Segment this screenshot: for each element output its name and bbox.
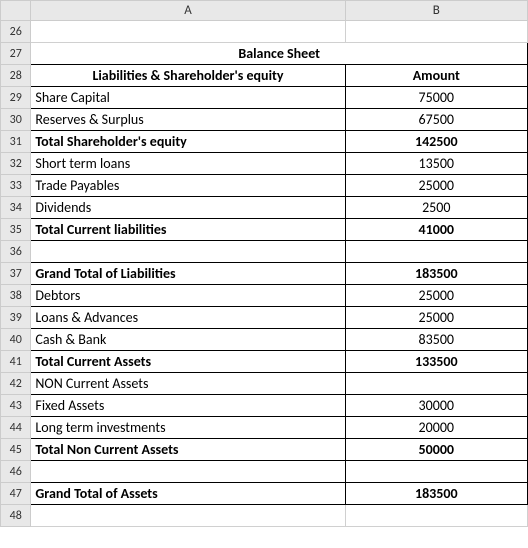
table-row: 41Total Current Assets133500 — [1, 351, 528, 373]
rownum[interactable]: 45 — [1, 439, 31, 461]
cell-label[interactable] — [31, 461, 345, 483]
row-28-header: 28 Liabilities & Shareholder's equity Am… — [1, 65, 528, 87]
cell-value[interactable]: 83500 — [345, 329, 527, 351]
cell-value[interactable]: 25000 — [345, 307, 527, 329]
cell-label[interactable]: Dividends — [31, 197, 345, 219]
table-row: 30Reserves & Surplus67500 — [1, 109, 528, 131]
rownum[interactable]: 27 — [1, 43, 31, 65]
cell-value[interactable]: 20000 — [345, 417, 527, 439]
cell-label[interactable]: Share Capital — [31, 87, 345, 109]
rownum[interactable]: 37 — [1, 263, 31, 285]
rownum[interactable]: 42 — [1, 373, 31, 395]
rownum[interactable]: 47 — [1, 483, 31, 505]
cell-label[interactable]: NON Current Assets — [31, 373, 345, 395]
cell-label[interactable]: Total Shareholder's equity — [31, 131, 345, 153]
cell-label[interactable]: Total Non Current Assets — [31, 439, 345, 461]
row-47-footer: 47 Grand Total of Assets 183500 — [1, 483, 528, 505]
balance-sheet-title[interactable]: Balance Sheet — [31, 43, 528, 65]
cell-value[interactable]: 13500 — [345, 153, 527, 175]
cell-a48[interactable] — [31, 505, 345, 527]
cell-label[interactable]: Grand Total of Liabilities — [31, 263, 345, 285]
cell-a26[interactable] — [31, 21, 345, 43]
cell-label[interactable]: Total Current Assets — [31, 351, 345, 373]
header-amount[interactable]: Amount — [345, 65, 527, 87]
rownum[interactable]: 31 — [1, 131, 31, 153]
footer-value[interactable]: 183500 — [345, 483, 527, 505]
table-row: 40Cash & Bank83500 — [1, 329, 528, 351]
cell-value[interactable]: 133500 — [345, 351, 527, 373]
table-row: 46 — [1, 461, 528, 483]
cell-value[interactable] — [345, 241, 527, 263]
row-48: 48 — [1, 505, 528, 527]
cell-b48[interactable] — [345, 505, 527, 527]
rownum[interactable]: 48 — [1, 505, 31, 527]
cell-value[interactable]: 75000 — [345, 87, 527, 109]
cell-value[interactable]: 25000 — [345, 175, 527, 197]
col-header-b[interactable]: B — [345, 1, 527, 21]
cell-label[interactable]: Trade Payables — [31, 175, 345, 197]
rownum[interactable]: 38 — [1, 285, 31, 307]
table-row: 43Fixed Assets30000 — [1, 395, 528, 417]
rownum[interactable]: 41 — [1, 351, 31, 373]
table-row: 34Dividends2500 — [1, 197, 528, 219]
table-row: 42NON Current Assets — [1, 373, 528, 395]
spreadsheet: A B 26 27 Balance Sheet 28 Liabilities &… — [0, 0, 528, 527]
row-26: 26 — [1, 21, 528, 43]
cell-label[interactable]: Reserves & Surplus — [31, 109, 345, 131]
cell-label[interactable]: Long term investments — [31, 417, 345, 439]
cell-value[interactable]: 142500 — [345, 131, 527, 153]
rownum[interactable]: 33 — [1, 175, 31, 197]
cell-value[interactable]: 30000 — [345, 395, 527, 417]
cell-value[interactable] — [345, 373, 527, 395]
cell-value[interactable]: 2500 — [345, 197, 527, 219]
column-header-row: A B — [1, 1, 528, 21]
table-row: 36 — [1, 241, 528, 263]
cell-value[interactable]: 67500 — [345, 109, 527, 131]
cell-label[interactable]: Debtors — [31, 285, 345, 307]
rownum[interactable]: 39 — [1, 307, 31, 329]
table-row: 37Grand Total of Liabilities183500 — [1, 263, 528, 285]
rownum[interactable]: 40 — [1, 329, 31, 351]
row-27-title: 27 Balance Sheet — [1, 43, 528, 65]
table-row: 39Loans & Advances25000 — [1, 307, 528, 329]
table-row: 44Long term investments20000 — [1, 417, 528, 439]
cell-label[interactable]: Loans & Advances — [31, 307, 345, 329]
table-row: 32Short term loans13500 — [1, 153, 528, 175]
table-row: 38Debtors25000 — [1, 285, 528, 307]
cell-value[interactable] — [345, 461, 527, 483]
rownum[interactable]: 43 — [1, 395, 31, 417]
rownum[interactable]: 34 — [1, 197, 31, 219]
cell-label[interactable]: Total Current liabilities — [31, 219, 345, 241]
header-label[interactable]: Liabilities & Shareholder's equity — [31, 65, 345, 87]
rownum[interactable]: 32 — [1, 153, 31, 175]
rownum[interactable]: 35 — [1, 219, 31, 241]
rownum[interactable]: 29 — [1, 87, 31, 109]
table-row: 45Total Non Current Assets50000 — [1, 439, 528, 461]
table-row: 29Share Capital75000 — [1, 87, 528, 109]
rownum[interactable]: 26 — [1, 21, 31, 43]
rownum[interactable]: 44 — [1, 417, 31, 439]
rownum[interactable]: 36 — [1, 241, 31, 263]
cell-value[interactable]: 41000 — [345, 219, 527, 241]
col-header-a[interactable]: A — [31, 1, 345, 21]
table-row: 35Total Current liabilities41000 — [1, 219, 528, 241]
table-row: 33Trade Payables25000 — [1, 175, 528, 197]
rownum[interactable]: 46 — [1, 461, 31, 483]
rownum[interactable]: 30 — [1, 109, 31, 131]
cell-label[interactable] — [31, 241, 345, 263]
cell-label[interactable]: Cash & Bank — [31, 329, 345, 351]
corner-cell — [1, 1, 31, 21]
cell-label[interactable]: Short term loans — [31, 153, 345, 175]
cell-value[interactable]: 50000 — [345, 439, 527, 461]
rownum[interactable]: 28 — [1, 65, 31, 87]
footer-label[interactable]: Grand Total of Assets — [31, 483, 345, 505]
table-row: 31Total Shareholder's equity142500 — [1, 131, 528, 153]
cell-b26[interactable] — [345, 21, 527, 43]
cell-value[interactable]: 25000 — [345, 285, 527, 307]
cell-label[interactable]: Fixed Assets — [31, 395, 345, 417]
cell-value[interactable]: 183500 — [345, 263, 527, 285]
